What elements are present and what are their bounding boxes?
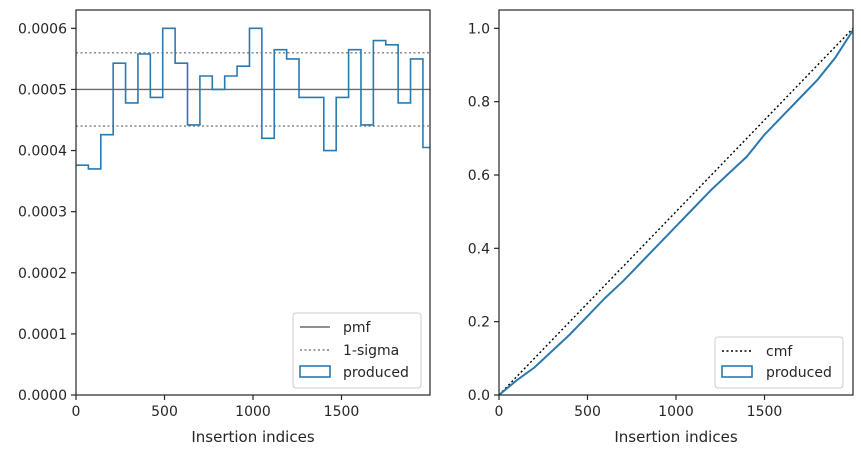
cmf-y-tick-label: 0.2	[468, 315, 490, 331]
produced-step-histogram	[76, 27, 430, 170]
cmf-plot-frame	[498, 9, 854, 396]
cmf-x-tick-label: 0	[495, 404, 504, 420]
pmf-y-tick-label: 0.0005	[18, 82, 67, 98]
cmf-y-tick-label: 0.0	[468, 388, 490, 404]
cmf-y-tick-label: 1.0	[468, 21, 490, 37]
pmf-x-axis-label: Insertion indices	[191, 428, 314, 446]
legend-cmf-label: cmf	[766, 344, 793, 360]
pmf-x-tick-label: 1500	[324, 404, 360, 420]
cmf-line	[498, 27, 854, 396]
pmf-legend: pmf 1-sigma produced	[292, 312, 422, 389]
pmf-y-tick-label: 0.0000	[18, 388, 67, 404]
pmf-x-tick-label: 500	[151, 404, 178, 420]
pmf-plot-frame	[75, 9, 431, 396]
cmf-y-tick-label: 0.4	[468, 241, 490, 257]
pmf-legend-box	[292, 312, 422, 389]
cmf-y-tick-label: 0.6	[468, 168, 490, 184]
legend-produced-label: produced	[766, 365, 832, 381]
produced-cumulative-line	[498, 29, 854, 396]
cmf-x-tick-label: 1000	[658, 404, 694, 420]
pmf-y-tick-label: 0.0003	[18, 205, 67, 221]
cmf-y-tick-label: 0.8	[468, 95, 490, 111]
legend-produced-swatch	[721, 365, 753, 378]
legend-sigma-label: 1-sigma	[343, 343, 399, 359]
cmf-axis-ticks: 0 500 1000 1500 0.0 0.2 0.4 0.6 0.8 1.0	[468, 21, 783, 420]
cmf-x-axis-label: Insertion indices	[614, 428, 737, 446]
legend-produced-swatch	[299, 365, 331, 378]
legend-pmf-label: pmf	[343, 320, 372, 336]
pmf-y-tick-label: 0.0004	[18, 144, 67, 160]
legend-produced-label: produced	[343, 365, 409, 381]
pmf-y-tick-label: 0.0006	[18, 21, 67, 37]
cmf-legend: cmf produced	[714, 336, 844, 389]
cmf-x-tick-label: 500	[574, 404, 601, 420]
cmf-chart-panel: 0 500 1000 1500 0.0 0.2 0.4 0.6 0.8 1.0 Insertion…	[468, 9, 854, 446]
pmf-y-tick-label: 0.0001	[18, 327, 67, 343]
pmf-chart-panel: 0 500 1000 1500 0.0000 0.0001 0.0002 0.0003 0.00…	[18, 9, 431, 446]
pmf-y-tick-label: 0.0002	[18, 266, 67, 282]
cmf-legend-box	[714, 336, 844, 389]
pmf-reference-lines	[76, 52, 430, 127]
pmf-axis-ticks: 0 500 1000 1500 0.0000 0.0001 0.0002 0.0003 0.00…	[18, 21, 359, 420]
cmf-x-tick-label: 1500	[747, 404, 783, 420]
pmf-x-tick-label: 1000	[235, 404, 271, 420]
pmf-x-tick-label: 0	[72, 404, 81, 420]
